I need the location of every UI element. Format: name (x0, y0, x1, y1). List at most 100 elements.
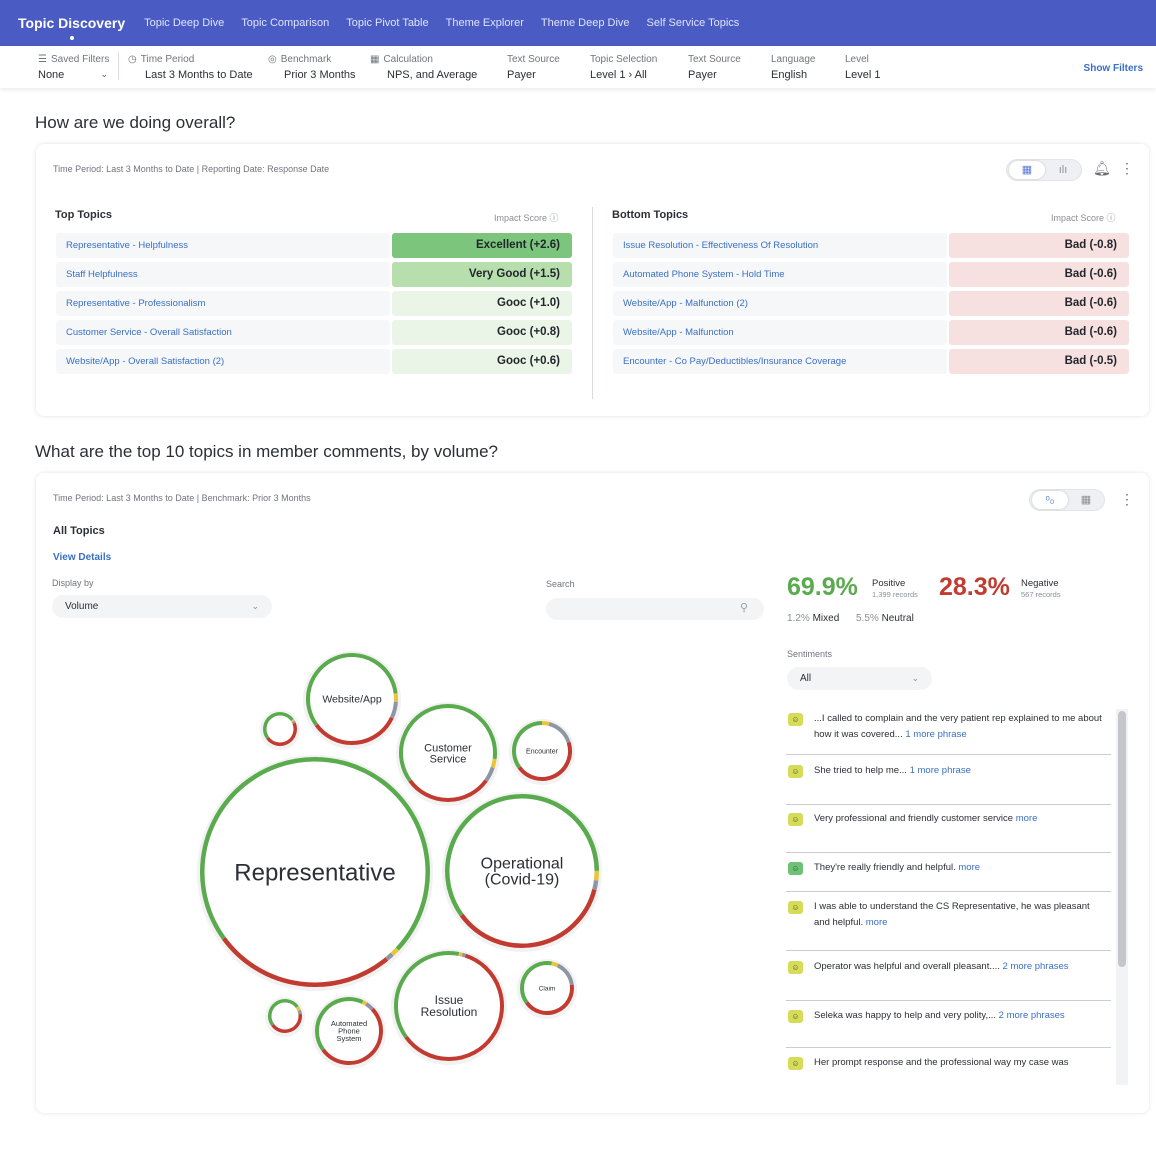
text-source-filter[interactable]: Text Source Payer (507, 53, 560, 81)
tab-topic-discovery[interactable]: Topic Discovery (18, 15, 126, 31)
tab-self-service-topics[interactable]: Self Service Topics (646, 17, 740, 29)
comment-more-link[interactable]: 2 more phrases (998, 1010, 1065, 1021)
comment-item[interactable]: ☺ Her prompt response and the professiona… (786, 1049, 1111, 1085)
bubble-view-icon[interactable]: ᵒ₀ (1032, 491, 1068, 509)
bubble-arc-neg (266, 722, 297, 746)
bubble-arc-neg (459, 889, 597, 948)
topic-bubble[interactable]: Operational (Covid-19) (442, 792, 602, 952)
level-filter[interactable]: Level Level 1 (845, 53, 880, 81)
comment-more-link[interactable]: 1 more phrase (905, 729, 967, 740)
more-options-icon[interactable]: ⋮ (1120, 160, 1134, 176)
topic-selection-filter[interactable]: Topic Selection Level 1 › All (590, 53, 657, 81)
language-filter[interactable]: Language English (771, 53, 816, 81)
comment-more-link[interactable]: more (958, 862, 981, 873)
tab-theme-deep-dive[interactable]: Theme Deep Dive (540, 17, 630, 29)
bottom-topic-name[interactable]: Issue Resolution - Effectiveness Of Reso… (613, 233, 947, 258)
top-topic-name[interactable]: Website/App - Overall Satisfaction (2) (56, 349, 390, 374)
benchmark-filter[interactable]: ◎ Benchmark Prior 3 Months (268, 53, 356, 81)
sentiments-dropdown[interactable]: All ⌄ (787, 667, 932, 690)
bubble-arc-mix (361, 1000, 368, 1006)
target-icon: ◎ (268, 54, 277, 65)
comment-item[interactable]: ☺ Operator was helpful and overall pleasa… (786, 953, 1111, 1001)
positive-label: Positive (872, 578, 906, 589)
bottom-topic-name[interactable]: Encounter - Co Pay/Deductibles/Insurance… (613, 349, 947, 374)
top-topic-row[interactable]: Customer Service - Overall Satisfaction G… (56, 320, 572, 345)
saved-filters-label: Saved Filters (50, 54, 110, 65)
text-source-filter-2[interactable]: Text Source Payer (688, 53, 741, 81)
bottom-topic-name[interactable]: Website/App - Malfunction (613, 320, 947, 345)
benchmark-label: Benchmark (280, 54, 332, 65)
top-topic-name[interactable]: Customer Service - Overall Satisfaction (56, 320, 390, 345)
display-by-dropdown[interactable]: Volume ⌄ (52, 595, 272, 618)
topic-bubble[interactable]: Representative (197, 755, 433, 991)
sentiment-face-icon: ☺ (788, 713, 803, 726)
topic-bubble[interactable]: Issue Resolution (391, 949, 507, 1065)
topic-bubble[interactable]: Automated Phone System (312, 995, 386, 1069)
topic-bubble[interactable]: Website/App (303, 651, 401, 749)
tab-topic-pivot-table[interactable]: Topic Pivot Table (346, 17, 429, 29)
chevron-down-icon: ⌄ (911, 673, 919, 683)
text-source-value-2: Payer (688, 69, 717, 81)
comments-scroll-thumb[interactable] (1118, 711, 1126, 967)
bottom-topic-row[interactable]: Website/App - Malfunction (2) Bad (-0.6) (613, 291, 1129, 316)
time-period-filter[interactable]: ◷ Time Period Last 3 Months to Date (128, 53, 253, 81)
bell-icon[interactable]: 🔔︎ (1093, 160, 1111, 176)
table-view-icon-2[interactable]: ▦ (1080, 494, 1092, 506)
bottom-topic-name[interactable]: Website/App - Malfunction (2) (613, 291, 947, 316)
topic-bubble[interactable] (265, 997, 305, 1037)
comment-item[interactable]: ☺ I was able to understand the CS Represe… (786, 893, 1111, 951)
top-topic-name[interactable]: Representative - Professionalism (56, 291, 390, 316)
more-options-icon-2[interactable]: ⋮ (1120, 491, 1134, 507)
time-period-value: Last 3 Months to Date (145, 69, 253, 81)
bottom-topic-row[interactable]: Issue Resolution - Effectiveness Of Reso… (613, 233, 1129, 258)
topic-bubble[interactable]: Customer Service (396, 702, 500, 806)
show-filters-link[interactable]: Show Filters (1083, 63, 1143, 74)
saved-filters-dropdown[interactable]: ☰ Saved Filters None ⌄ (38, 53, 109, 81)
tab-topic-deep-dive[interactable]: Topic Deep Dive (144, 17, 225, 29)
comment-text: Very professional and friendly customer … (814, 813, 1014, 824)
bottom-topic-row[interactable]: Encounter - Co Pay/Deductibles/Insurance… (613, 349, 1129, 374)
search-input[interactable] (546, 598, 764, 620)
bubble-label: Issue Resolution (421, 993, 478, 1019)
comment-item[interactable]: ☺ Very professional and friendly customer… (786, 805, 1111, 853)
topic-bubble[interactable]: Encounter (509, 719, 575, 785)
bubble-arc-mix (458, 951, 463, 957)
comment-more-link[interactable]: 1 more phrase (909, 765, 971, 776)
bubble-arc-mix (593, 870, 599, 881)
top-topic-row[interactable]: Website/App - Overall Satisfaction (2) Go… (56, 349, 572, 374)
top-topic-row[interactable]: Staff Helpfulness Very Good (+1.5) (56, 262, 572, 287)
comment-more-link[interactable]: 2 more phrases (1002, 961, 1069, 972)
bubble-arc-mix (490, 758, 497, 769)
calculation-filter[interactable]: ▦ Calculation NPS, and Average (370, 53, 477, 81)
comment-item[interactable]: ☺ Seleka was happy to help and very polit… (786, 1002, 1111, 1048)
tab-theme-explorer[interactable]: Theme Explorer (445, 17, 524, 29)
tab-topic-comparison[interactable]: Topic Comparison (241, 17, 330, 29)
display-by-label: Display by (52, 578, 94, 588)
view-details-link[interactable]: View Details (53, 552, 112, 563)
top-topic-name[interactable]: Representative - Helpfulness (56, 233, 390, 258)
bubble-label: Automated Phone System (331, 1019, 367, 1043)
bottom-topic-name[interactable]: Automated Phone System - Hold Time (613, 262, 947, 287)
comment-more-link[interactable]: more (865, 917, 888, 928)
bubble-arc-neg (314, 716, 394, 745)
topic-bubble[interactable] (260, 710, 300, 750)
top-topic-name[interactable]: Staff Helpfulness (56, 262, 390, 287)
top-topic-row[interactable]: Representative - Helpfulness Excellent (+… (56, 233, 572, 258)
top-topic-row[interactable]: Representative - Professionalism Gooc (+1… (56, 291, 572, 316)
topic-bubble[interactable]: Claim (517, 959, 577, 1019)
comment-item[interactable]: ☺ She tried to help me... 1 more phrase (786, 757, 1111, 805)
comment-item[interactable]: ☺ ...I called to complain and the very pa… (786, 705, 1111, 755)
bottom-topic-row[interactable]: Automated Phone System - Hold Time Bad (-… (613, 262, 1129, 287)
overall-meta: Time Period: Last 3 Months to Date | Rep… (53, 164, 330, 174)
table-view-icon[interactable]: ▦ (1009, 161, 1045, 179)
comment-text-block: ...I called to complain and the very pat… (814, 711, 1104, 743)
view-toggle: ▦ ılı (1006, 159, 1082, 181)
clock-icon: ◷ (128, 54, 137, 65)
bottom-topic-row[interactable]: Website/App - Malfunction Bad (-0.6) (613, 320, 1129, 345)
time-period-label: Time Period (140, 54, 195, 65)
bubble-label: Operational (Covid-19) (481, 856, 564, 889)
bubble-fill (520, 961, 574, 1015)
bar-chart-view-icon[interactable]: ılı (1058, 164, 1068, 176)
comment-more-link[interactable]: more (1015, 813, 1038, 824)
comment-item[interactable]: ☺ They're really friendly and helpful. mo… (786, 854, 1111, 892)
